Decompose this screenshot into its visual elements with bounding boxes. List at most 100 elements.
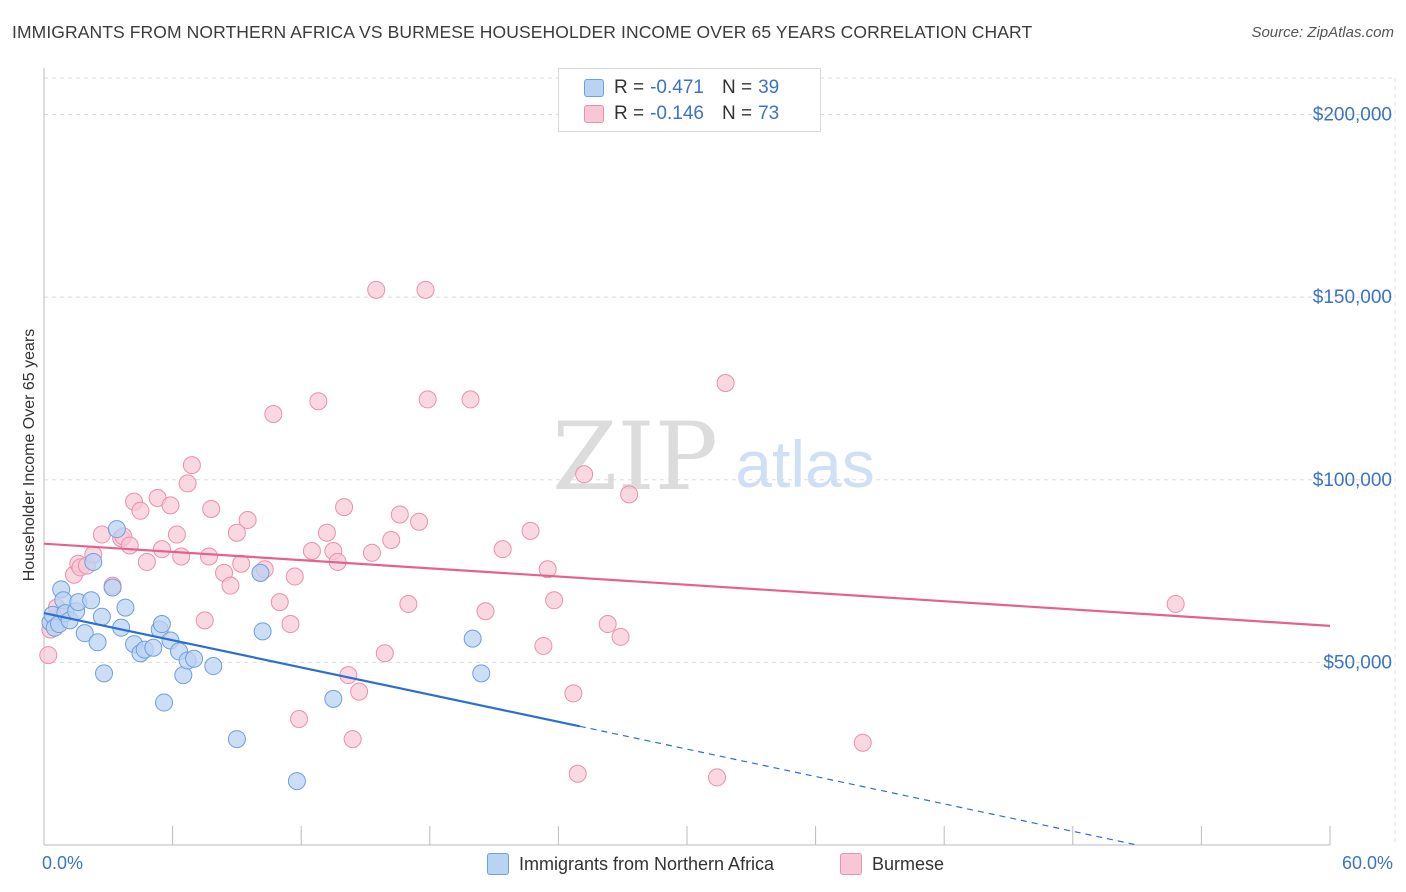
data-point-burmese (309, 392, 328, 411)
data-point-burmese (410, 512, 429, 531)
data-point-burmese (399, 594, 418, 613)
series-burmese-points (39, 280, 1185, 787)
data-point-burmese (290, 709, 309, 728)
data-point-burmese (390, 505, 409, 524)
data-point-burmese (152, 540, 171, 559)
data-point-burmese (137, 552, 156, 571)
trend-lines (43, 542, 1331, 846)
bottom-legend-swatch-blue (487, 853, 509, 875)
data-point-northern-africa (287, 772, 306, 791)
legend-r-value: -0.471 (650, 77, 704, 98)
trend-line-burmese (43, 542, 1331, 627)
data-point-burmese (362, 543, 381, 562)
data-point-burmese (221, 576, 240, 595)
legend-n-value: 39 (758, 77, 780, 98)
legend-row-northern-africa: R = -0.471 N = 39 (584, 77, 779, 99)
data-point-northern-africa (152, 615, 171, 634)
data-point-burmese (375, 644, 394, 663)
bottom-legend-northern-africa: Immigrants from Northern Africa (487, 852, 774, 876)
axes (43, 68, 1331, 846)
data-point-burmese (716, 373, 735, 392)
bottom-legend-swatch-pink (840, 853, 862, 875)
bottom-legend-label: Immigrants from Northern Africa (519, 853, 775, 874)
correlation-legend: R = -0.471 N = 39 R = -0.146 N = 73 (558, 68, 821, 132)
data-point-northern-africa (88, 633, 107, 652)
data-point-northern-africa (92, 607, 111, 626)
data-point-northern-africa (95, 664, 114, 683)
data-point-northern-africa (75, 624, 94, 643)
data-point-burmese (178, 474, 197, 493)
data-point-northern-africa (472, 664, 491, 683)
data-point-northern-africa (155, 693, 174, 712)
data-point-burmese (521, 521, 540, 540)
data-point-northern-africa (144, 638, 163, 657)
data-point-burmese (418, 390, 437, 409)
legend-n-value: 73 (758, 103, 780, 124)
chart-title: IMMIGRANTS FROM NORTHERN AFRICA VS BURME… (12, 22, 1033, 42)
data-point-burmese (302, 541, 321, 560)
data-point-burmese (493, 540, 512, 559)
data-point-burmese (264, 405, 283, 424)
watermark: ZIP atlas (552, 403, 875, 512)
data-point-burmese (131, 501, 150, 520)
data-point-burmese (343, 730, 362, 749)
data-point-northern-africa (204, 657, 223, 676)
data-point-burmese (202, 499, 221, 518)
data-point-burmese (367, 280, 386, 299)
data-point-northern-africa (103, 578, 122, 597)
data-point-burmese (620, 485, 639, 504)
series-northern-africa-points (41, 520, 491, 791)
grid-lines (44, 77, 1396, 845)
legend-n-label: N = (721, 77, 753, 98)
chart-source: Source: ZipAtlas.com (1251, 24, 1394, 41)
tick-labels: $50,000 $100,000 $150,000 $200,000 0.0% 60.0% (42, 105, 1393, 873)
data-point-burmese (195, 611, 214, 630)
data-point-burmese (476, 602, 495, 621)
legend-r-label: R = (614, 77, 645, 98)
y-tick-label: $200,000 (1313, 105, 1392, 126)
legend-n-label: N = (721, 103, 753, 124)
data-point-burmese (416, 280, 435, 299)
data-point-burmese (167, 525, 186, 544)
x-tick-label-max: 60.0% (1342, 853, 1393, 873)
data-point-burmese (182, 456, 201, 475)
y-tick-label: $50,000 (1323, 652, 1392, 673)
data-point-burmese (382, 531, 401, 550)
bottom-legend-burmese: Burmese (840, 852, 944, 876)
data-point-burmese (538, 560, 557, 579)
data-point-northern-africa (324, 689, 343, 708)
data-point-burmese (575, 465, 594, 484)
data-point-burmese (1166, 594, 1185, 613)
legend-r-label: R = (614, 103, 645, 124)
data-point-burmese (281, 615, 300, 634)
data-point-northern-africa (227, 730, 246, 749)
data-point-burmese (568, 764, 587, 783)
data-point-northern-africa (116, 598, 135, 617)
data-point-burmese (232, 554, 251, 573)
data-point-burmese (92, 525, 111, 544)
legend-swatch-pink (584, 105, 604, 123)
data-point-burmese (317, 523, 336, 542)
legend-swatch-blue (584, 79, 604, 97)
data-point-burmese (335, 498, 354, 517)
data-point-northern-africa (82, 591, 101, 610)
data-point-burmese (227, 523, 246, 542)
y-axis-title: Householder Income Over 65 years (21, 328, 38, 582)
y-tick-label: $150,000 (1313, 287, 1392, 308)
data-point-burmese (350, 682, 369, 701)
data-point-burmese (598, 615, 617, 634)
y-tick-label: $100,000 (1313, 470, 1392, 491)
watermark-atlas: atlas (735, 427, 874, 501)
data-point-northern-africa (251, 563, 270, 582)
data-point-burmese (161, 496, 180, 515)
data-point-burmese (270, 593, 289, 612)
data-point-northern-africa (84, 552, 103, 571)
data-point-northern-africa (185, 649, 204, 668)
data-point-northern-africa (253, 622, 272, 641)
trend-line-northern-africa-extension (579, 725, 1138, 846)
data-point-burmese (564, 684, 583, 703)
data-point-burmese (200, 547, 219, 566)
data-point-northern-africa (107, 520, 126, 539)
data-point-burmese (39, 646, 58, 665)
